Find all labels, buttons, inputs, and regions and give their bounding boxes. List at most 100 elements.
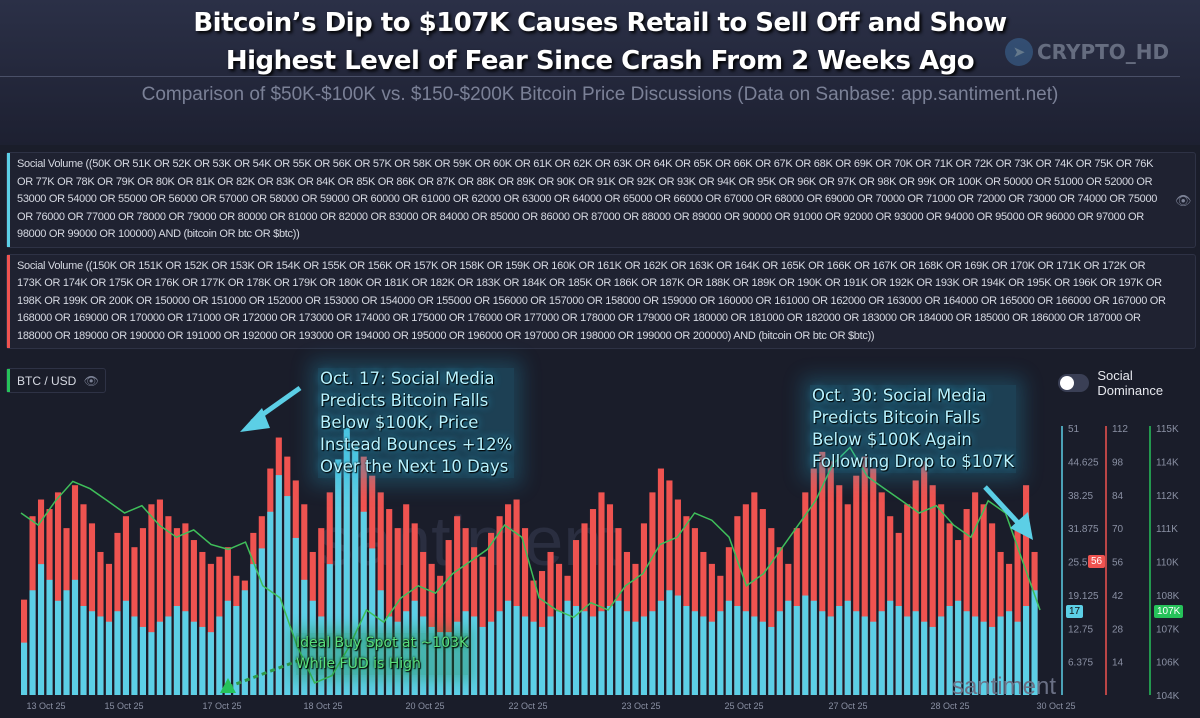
bar-blue: [71, 579, 79, 695]
annotation-line: Ideal Buy Spot at ~103K: [296, 635, 469, 651]
bar-red: [853, 475, 860, 695]
page-title: Bitcoin’s Dip to $107K Causes Retail to …: [0, 4, 1200, 80]
series-color-marker: [7, 153, 10, 247]
social-dominance-label: Social Dominance: [1097, 368, 1164, 398]
bar-blue: [793, 606, 800, 695]
bar-blue: [29, 590, 36, 695]
bar-blue: [148, 632, 155, 695]
axis-tick-red: 70: [1112, 524, 1124, 535]
annotation-line: Over the Next 10 Days: [320, 457, 509, 476]
bar-blue: [615, 600, 622, 695]
axis-tick-red: 112: [1112, 424, 1128, 435]
bar-red: [742, 504, 749, 695]
bar-red: [929, 485, 936, 695]
social-dominance-toggle[interactable]: Social Dominance: [1058, 368, 1200, 398]
bar-blue: [275, 475, 282, 695]
bar-blue: [938, 616, 945, 695]
title-line-1: Bitcoin’s Dip to $107K Causes Retail to …: [193, 8, 1007, 38]
bar-red: [496, 516, 503, 695]
legend-red-series[interactable]: Social Volume ((150K OR 151K OR 152K OR …: [6, 253, 1196, 349]
bar-blue: [547, 616, 554, 695]
bar-blue: [301, 579, 308, 695]
legend-blue-series[interactable]: Social Volume ((50K OR 51K OR 52K OR 53K…: [6, 152, 1196, 248]
annotation-line: While FUD is High: [296, 656, 421, 672]
bar-blue: [420, 616, 427, 695]
bar-blue: [335, 459, 342, 695]
bar-blue: [802, 595, 809, 695]
telegram-icon: ➤: [1005, 38, 1033, 66]
axis-tick-red: 98: [1112, 457, 1124, 468]
bar-blue: [471, 616, 478, 695]
bar-blue: [326, 564, 333, 695]
bar-red: [394, 528, 401, 695]
bar-blue: [37, 564, 45, 695]
axis-tick-red: 14: [1112, 658, 1124, 669]
bar-red: [1023, 485, 1030, 695]
annotation-oct30: Oct. 30: Social Media Predicts Bitcoin F…: [810, 385, 1017, 473]
bar-blue: [139, 626, 146, 695]
bar-red: [844, 504, 851, 695]
bar-blue: [674, 595, 681, 695]
annotation-line: Instead Bounces +12%: [320, 435, 513, 454]
annotation-line: Predicts Bitcoin Falls: [812, 408, 981, 427]
bar-blue: [980, 621, 987, 695]
bar-blue: [751, 616, 758, 695]
bar-blue: [165, 616, 172, 695]
bar-blue: [522, 616, 529, 695]
bar-red: [972, 492, 979, 695]
btc-price-line: [20, 446, 1041, 684]
bar-red: [318, 528, 325, 695]
bar-blue: [734, 606, 741, 695]
bar-blue: [445, 632, 452, 695]
bar-blue: [819, 611, 826, 695]
legend-btc-usd[interactable]: BTC / USD 👁: [6, 368, 106, 393]
bar-blue: [649, 611, 656, 695]
legend-blue-query: Social Volume ((50K OR 51K OR 52K OR 53K…: [17, 158, 1158, 240]
bar-red: [88, 523, 96, 695]
title-line-2: Highest Level of Fear Since Crash From 2…: [225, 46, 975, 76]
axis-tick-red: 56: [1112, 558, 1124, 569]
bar-blue: [352, 443, 359, 695]
axis-tick-blue: 12.75: [1068, 624, 1093, 635]
axis-tick-green: 114K: [1156, 457, 1179, 468]
bar-blue: [742, 611, 749, 695]
eye-icon[interactable]: 👁: [83, 374, 99, 388]
bar-blue: [403, 611, 410, 695]
bar-red: [190, 540, 197, 695]
bar-red: [445, 540, 452, 695]
bar-blue: [428, 626, 435, 695]
bar-blue: [292, 537, 299, 695]
bar-blue: [360, 511, 367, 695]
bar-red: [80, 504, 87, 695]
annotation-buy-spot: Ideal Buy Spot at ~103K While FUD is Hig…: [296, 633, 469, 675]
crypto-hd-logo: ➤ CRYPTO_HD: [1005, 38, 1169, 66]
annotation-oct17: Oct. 17: Social Media Predicts Bitcoin F…: [318, 368, 515, 478]
bar-blue: [114, 611, 121, 695]
toggle-switch[interactable]: [1058, 374, 1090, 392]
bar-blue: [921, 621, 928, 695]
bar-blue: [488, 621, 495, 695]
annotation-line: Oct. 30: Social Media: [812, 386, 987, 405]
bar-blue: [267, 511, 274, 695]
bar-red: [768, 528, 775, 695]
bar-blue: [454, 621, 461, 695]
current-value-badge-red: 56: [1088, 555, 1106, 568]
bar-blue: [1014, 621, 1021, 695]
bar-red: [827, 461, 834, 695]
bar-blue: [997, 616, 1004, 695]
bar-blue: [63, 590, 70, 695]
watermark: santiment: [318, 502, 621, 580]
bar-blue: [309, 600, 316, 695]
bar-blue: [54, 600, 62, 695]
bar-blue: [394, 621, 401, 695]
bar-blue: [912, 611, 919, 695]
eye-icon[interactable]: 👁: [1175, 192, 1192, 208]
bar-blue: [131, 616, 138, 695]
bar-blue: [190, 621, 197, 695]
annotation-line: Below $100K, Price: [320, 413, 479, 432]
axis-tick-green: 104K: [1156, 691, 1180, 702]
annotation-line: Oct. 17: Social Media: [320, 369, 495, 388]
bar-blue: [377, 590, 384, 695]
x-tick-label: 15 Oct 25: [104, 701, 143, 711]
axis-tick-green: 112K: [1156, 491, 1179, 502]
